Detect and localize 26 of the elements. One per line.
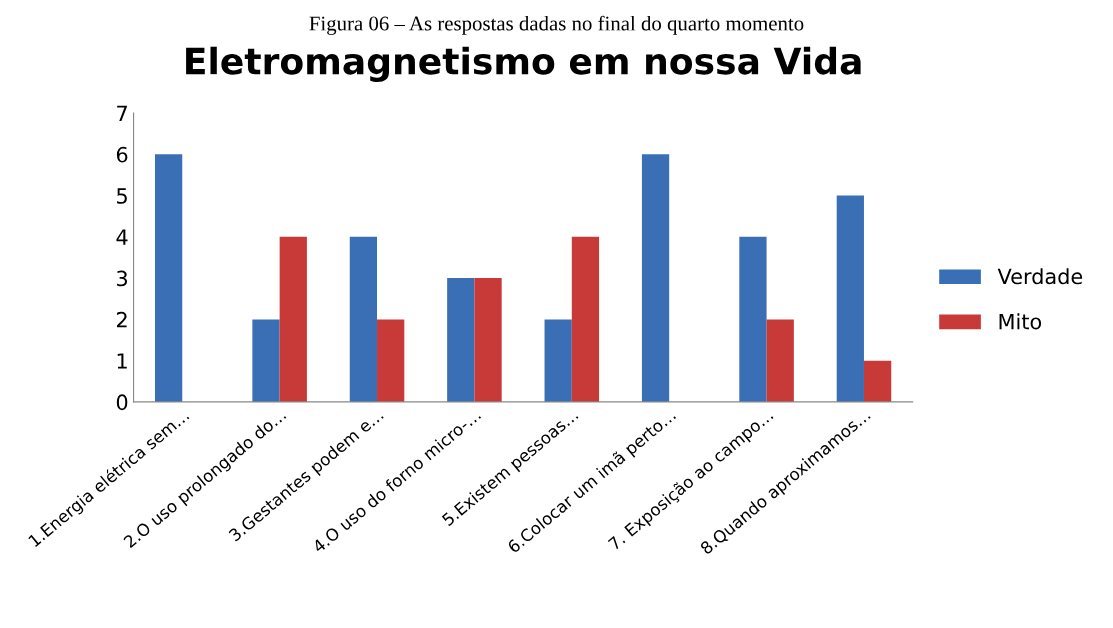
bar — [447, 278, 475, 402]
bar — [836, 195, 864, 402]
y-tick-label: 3 — [117, 270, 128, 287]
bar — [544, 319, 572, 402]
bar — [377, 319, 405, 402]
bar — [571, 236, 600, 402]
bar — [252, 319, 280, 402]
chart-title: Eletromagnetismo em nossa Vida — [186, 46, 861, 82]
bar — [766, 319, 794, 402]
y-tick-label: 5 — [117, 188, 127, 204]
y-tick-label: 6 — [116, 146, 128, 163]
bar — [279, 236, 307, 402]
bar — [349, 236, 378, 402]
text: Figura 06 – As respostas dadas no final do quarto momento — [309, 15, 804, 35]
y-tick-label: 4 — [116, 229, 128, 245]
y-tick-label: 7 — [117, 105, 127, 121]
bar — [739, 236, 767, 402]
bar — [154, 154, 183, 402]
bar — [863, 360, 892, 402]
y-tick-label: 1 — [117, 353, 127, 369]
y-tick-label: 2 — [116, 311, 127, 328]
y-tick-label: 0 — [116, 394, 128, 411]
legend-label: Mito — [999, 313, 1042, 330]
bar — [641, 154, 670, 402]
bar — [474, 278, 502, 402]
legend-label: Verdade — [997, 268, 1083, 285]
